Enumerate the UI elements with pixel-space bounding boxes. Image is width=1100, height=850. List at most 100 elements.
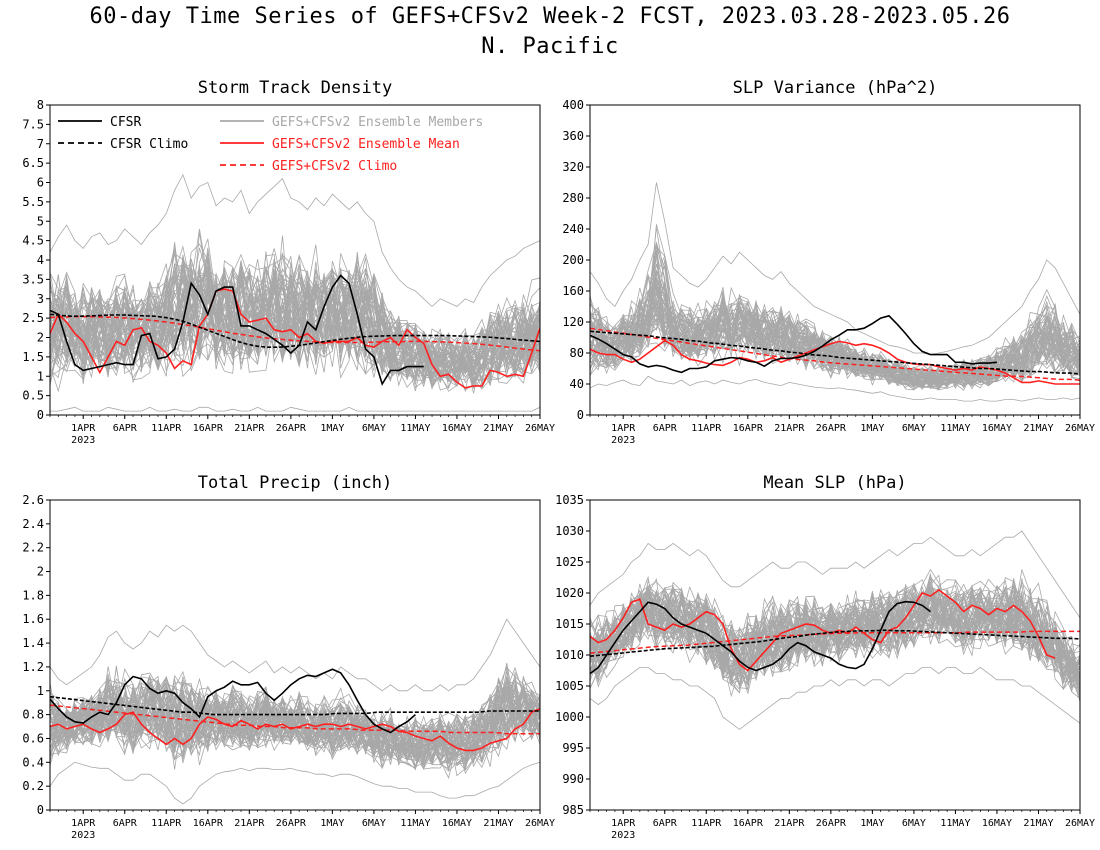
chart-panel-2: Total Precip (inch) 0 0.2 0.4 0.6 0.8 1 1.2 1.4 1… (22, 473, 555, 841)
y-tick-label: 7 (37, 137, 44, 151)
x-tick-label: 16APR (193, 423, 224, 434)
x-tick-label: 1APR (611, 423, 636, 434)
y-tick-label: 1.6 (22, 612, 44, 626)
ensemble-envelope-high (590, 182, 1080, 356)
y-tick-label: 400 (562, 98, 584, 112)
x-tick-label: 1MAY (320, 423, 344, 434)
y-tick-label: 0 (37, 803, 44, 817)
ensemble-mean-line (590, 339, 1080, 385)
ensemble-member-line (50, 680, 540, 763)
y-tick-label: 2.6 (22, 493, 44, 507)
x-tick-label: 26MAY (525, 423, 555, 434)
ensemble-member-line (590, 241, 1080, 385)
y-tick-label: 5.5 (22, 195, 44, 209)
x-tick-label: 6APR (653, 818, 678, 829)
y-tick-label: 0.6 (22, 731, 44, 745)
y-tick-label: 1.8 (22, 588, 44, 602)
y-tick-label: 280 (562, 191, 584, 205)
ensemble-member-line (590, 291, 1080, 386)
ensemble-member-line (50, 677, 540, 751)
legend-ensemble-mean-label: GEFS+CFSv2 Ensemble Mean (272, 137, 460, 152)
y-tick-label: 1000 (555, 710, 584, 724)
ensemble-member-line (590, 577, 1080, 687)
x-tick-label: 21MAY (483, 423, 513, 434)
x-tick-label: 11MAY (400, 423, 430, 434)
x-tick-label: 16MAY (982, 818, 1012, 829)
x-tick-label: 6MAY (902, 818, 926, 829)
y-tick-label: 3 (37, 292, 44, 306)
chart-panel-3: Mean SLP (hPa) 985 990 995 1000 1005 1010 1015 1… (555, 473, 1095, 841)
ensemble-member-line (50, 681, 540, 770)
ensemble-member-line (590, 583, 1080, 692)
y-tick-label: 2.5 (22, 311, 44, 325)
ensemble-member-line (50, 228, 540, 390)
ensemble-member-line (50, 676, 540, 771)
y-tick-label: 990 (562, 772, 584, 786)
x-tick-label: 1APR (71, 423, 96, 434)
cfsr-line (50, 668, 416, 734)
cfsr-line (590, 314, 997, 374)
cfsr-climo-line (590, 330, 1080, 375)
y-tick-label: 2 (37, 565, 44, 579)
y-tick-label: 2.2 (22, 541, 44, 555)
ensemble-member-line (50, 665, 540, 767)
ensemble-member-line (50, 267, 540, 383)
legend-members-label: GEFS+CFSv2 Ensemble Members (272, 115, 483, 130)
ensemble-envelope-high (50, 618, 540, 692)
figure-title: 60-day Time Series of GEFS+CFSv2 Week-2 … (89, 4, 1011, 29)
y-tick-label: 1.4 (22, 636, 44, 650)
cfsr-line (50, 274, 424, 386)
x-tick-label: 16MAY (442, 423, 472, 434)
x-tick-label: 6MAY (362, 818, 386, 829)
ensemble-member-line (50, 254, 540, 382)
gefs-climo-line (50, 704, 540, 735)
legend-gefs-climo-label: GEFS+CFSv2 Climo (272, 159, 397, 174)
y-tick-label: 985 (562, 803, 584, 817)
x-tick-label: 26APR (816, 423, 847, 434)
y-tick-label: 1030 (555, 524, 584, 538)
x-tick-label: 11APR (691, 818, 722, 829)
x-tick-label: 21APR (234, 423, 265, 434)
y-tick-label: 0.8 (22, 708, 44, 722)
y-tick-label: 1020 (555, 586, 584, 600)
x-tick-label: 6MAY (362, 423, 386, 434)
x-tick-label: 21MAY (483, 818, 513, 829)
legend-cfsr-climo-label: CFSR Climo (110, 137, 188, 152)
x-tick-label: 6APR (113, 818, 138, 829)
ensemble-mean-line (50, 707, 540, 752)
ensemble-member-line (590, 303, 1080, 385)
panel-title: Mean SLP (hPa) (763, 473, 906, 493)
y-tick-label: 120 (562, 315, 584, 329)
y-tick-label: 0 (577, 408, 584, 422)
panel-title: Storm Track Density (198, 78, 392, 98)
y-tick-label: 1 (37, 684, 44, 698)
ensemble-member-line (50, 267, 540, 373)
x-tick-label: 21APR (774, 423, 805, 434)
gefs-climo-line (590, 630, 1080, 654)
ensemble-member-line (590, 575, 1080, 676)
x-tick-label: 16APR (733, 423, 764, 434)
x-tick-label: 1MAY (860, 423, 884, 434)
x-tick-label: 6APR (653, 423, 678, 434)
y-tick-label: 360 (562, 129, 584, 143)
y-tick-label: 1 (37, 369, 44, 383)
cfsr-climo-line (50, 313, 540, 349)
y-tick-label: 320 (562, 160, 584, 174)
ensemble-envelope-high (50, 173, 540, 308)
x-tick-label: 26APR (276, 818, 307, 829)
y-tick-label: 1035 (555, 493, 584, 507)
ensemble-member-line (590, 289, 1080, 388)
ensemble-member-line (590, 577, 1080, 690)
y-tick-label: 0.5 (22, 389, 44, 403)
y-tick-label: 80 (570, 346, 584, 360)
cfsr-climo-line (590, 629, 1080, 657)
y-tick-label: 6 (37, 176, 44, 190)
x-tick-label: 11APR (151, 423, 182, 434)
y-tick-label: 0.2 (22, 779, 44, 793)
y-tick-label: 1.5 (22, 350, 44, 364)
y-tick-label: 1.2 (22, 660, 44, 674)
x-tick-label: 1APR (611, 818, 636, 829)
y-tick-label: 995 (562, 741, 584, 755)
x-tick-label: 11MAY (400, 818, 430, 829)
